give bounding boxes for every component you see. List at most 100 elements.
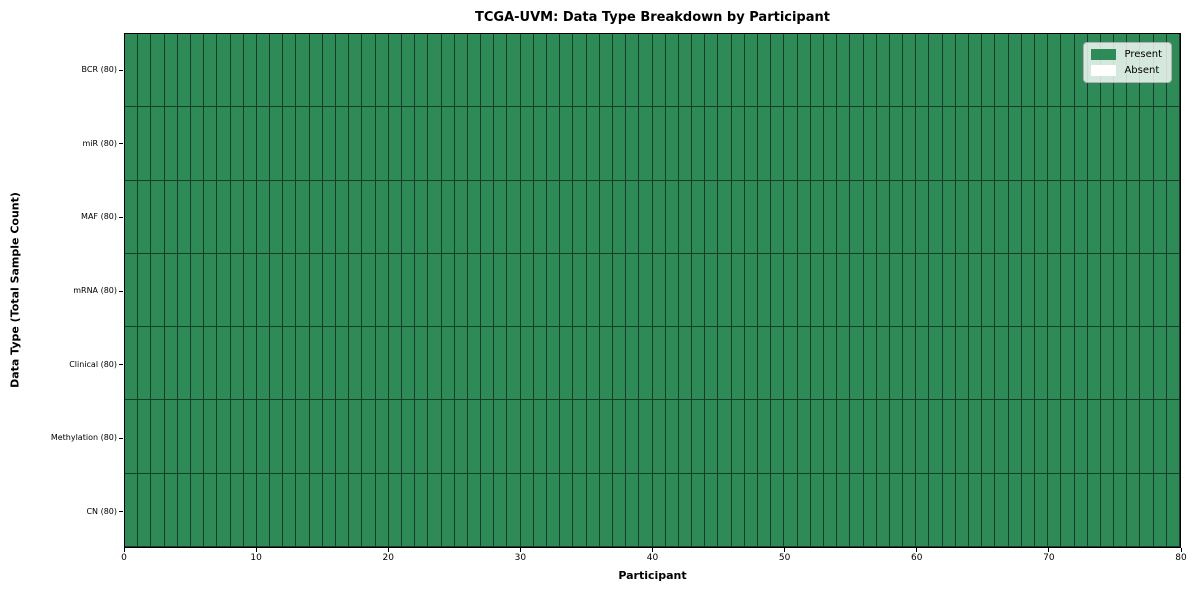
heatmap-cell: [995, 400, 1009, 474]
heatmap-cell: [1021, 180, 1035, 254]
heatmap-cell: [388, 327, 402, 401]
heatmap-cell: [164, 253, 178, 328]
heatmap-cell: [784, 34, 798, 108]
heatmap-cell: [758, 253, 772, 328]
heatmap-cell: [837, 473, 851, 547]
heatmap-cell: [982, 400, 996, 474]
heatmap-cell: [401, 400, 416, 474]
heatmap-cell: [309, 253, 323, 328]
heatmap-cell: [612, 473, 627, 547]
heatmap-cell: [520, 400, 534, 474]
heatmap-cell: [784, 180, 798, 254]
heatmap-cell: [626, 400, 640, 474]
heatmap-cell: [375, 34, 389, 108]
heatmap-cell: [1021, 107, 1035, 181]
heatmap-cell: [665, 473, 679, 547]
heatmap-cell: [876, 34, 890, 108]
y-tick-label: MAF (80): [81, 212, 117, 222]
heatmap-cell: [1114, 327, 1128, 401]
heatmap-cell: [929, 400, 943, 474]
heatmap-cell: [362, 473, 376, 547]
heatmap-cell: [850, 180, 864, 254]
heatmap-cell: [586, 473, 600, 547]
heatmap-cell: [652, 473, 666, 547]
heatmap-cell: [969, 34, 983, 108]
heatmap-cell: [1008, 473, 1022, 547]
heatmap-cell: [1034, 180, 1049, 254]
heatmap-cell: [797, 473, 811, 547]
legend-swatch-absent-icon: [1091, 65, 1117, 76]
heatmap-cell: [1061, 400, 1075, 474]
heatmap-cell: [1166, 107, 1180, 181]
heatmap-cell: [955, 473, 969, 547]
heatmap-cell: [718, 180, 732, 254]
heatmap-cell: [270, 34, 284, 108]
heatmap-cell: [797, 107, 811, 181]
heatmap-cell: [1087, 253, 1101, 328]
heatmap-cell: [1008, 327, 1022, 401]
heatmap-cell: [876, 253, 890, 328]
heatmap-cell: [771, 253, 785, 328]
heatmap-cell: [454, 107, 468, 181]
heatmap-cell: [903, 107, 917, 181]
heatmap-cell: [678, 253, 693, 328]
heatmap-cell: [599, 400, 613, 474]
heatmap-cell: [125, 107, 139, 181]
heatmap-cell: [626, 107, 640, 181]
heatmap-cell: [1074, 400, 1088, 474]
heatmap-cell: [1166, 473, 1180, 547]
heatmap-cell: [903, 327, 917, 401]
heatmap-cell: [336, 107, 350, 181]
heatmap-cell: [322, 327, 336, 401]
heatmap-cell: [494, 400, 508, 474]
heatmap-cell: [731, 327, 745, 401]
heatmap-cell: [1153, 400, 1167, 474]
heatmap-cell: [494, 107, 508, 181]
heatmap-cell: [903, 253, 917, 328]
heatmap-cell: [744, 107, 758, 181]
heatmap-cell: [349, 327, 363, 401]
heatmap-cell: [296, 327, 310, 401]
heatmap-cell: [230, 327, 244, 401]
heatmap-cell: [626, 327, 640, 401]
heatmap-cell: [1127, 400, 1141, 474]
x-tick-label: 70: [1043, 553, 1055, 563]
heatmap-cell: [204, 180, 218, 254]
heatmap-cell: [1061, 473, 1075, 547]
heatmap-cell: [916, 107, 930, 181]
heatmap-cell: [415, 34, 429, 108]
heatmap-cell: [401, 473, 416, 547]
heatmap-cell: [138, 34, 152, 108]
x-tick-mark: [1180, 548, 1182, 552]
heatmap-cell: [837, 107, 851, 181]
heatmap-cell: [164, 473, 178, 547]
x-tick-mark: [387, 548, 389, 552]
heatmap-cell: [349, 34, 363, 108]
heatmap-cell: [336, 400, 350, 474]
heatmap-cell: [586, 400, 600, 474]
heatmap-cell: [810, 107, 824, 181]
heatmap-cell: [204, 327, 218, 401]
x-tick-label: 50: [778, 553, 791, 563]
heatmap-cell: [1127, 327, 1141, 401]
heatmap-cell: [1021, 400, 1035, 474]
heatmap-cell: [810, 34, 824, 108]
heatmap-cell: [1100, 180, 1115, 254]
heatmap-cell: [375, 253, 389, 328]
heatmap-cell: [837, 34, 851, 108]
heatmap-cell: [982, 107, 996, 181]
heatmap-cell: [995, 327, 1009, 401]
heatmap-cell: [797, 327, 811, 401]
heatmap-cell: [270, 107, 284, 181]
heatmap-cell: [388, 107, 402, 181]
y-tick-mark: [119, 290, 123, 292]
heatmap-cell: [507, 107, 521, 181]
heatmap-cell: [283, 327, 297, 401]
heatmap-cell: [428, 180, 442, 254]
heatmap-cell: [454, 327, 468, 401]
heatmap-cell: [586, 34, 600, 108]
heatmap-cell: [573, 400, 587, 474]
x-tick-mark: [652, 548, 653, 552]
heatmap-cell: [256, 107, 271, 181]
heatmap-cell: [863, 473, 877, 547]
